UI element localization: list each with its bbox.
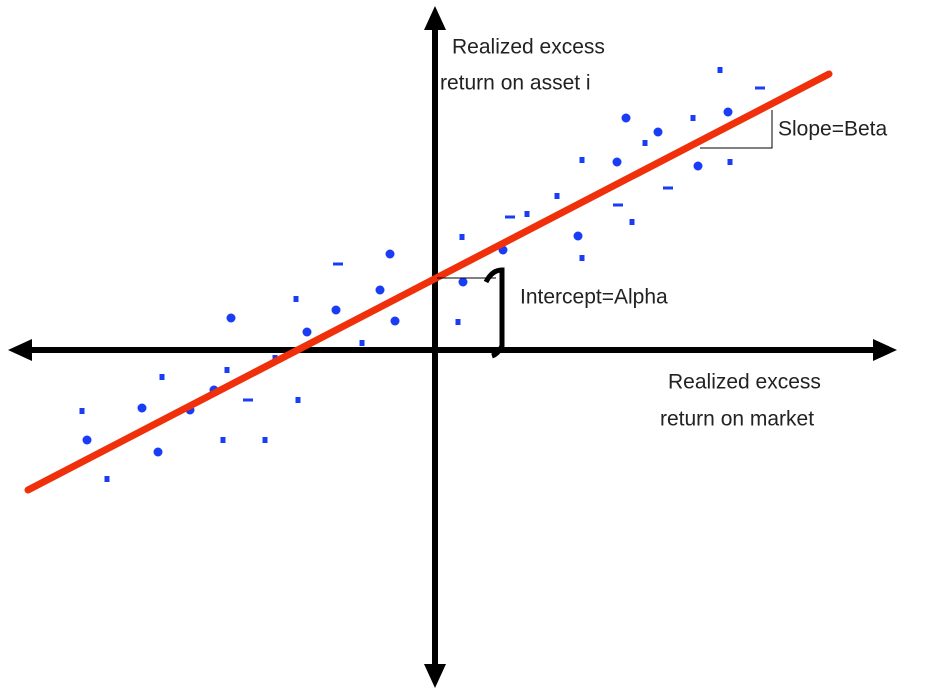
scatter-point xyxy=(455,319,461,325)
scatter-point xyxy=(331,305,341,315)
slope-label: Slope=Beta xyxy=(778,118,887,141)
scatter-point xyxy=(458,277,468,287)
scatter-points xyxy=(79,67,765,482)
scatter-point xyxy=(573,231,583,241)
scatter-point xyxy=(375,285,385,295)
scatter-point xyxy=(621,113,631,123)
scatter-point xyxy=(723,107,733,117)
scatter-point xyxy=(385,249,395,259)
scatter-point xyxy=(224,367,230,373)
scatter-point xyxy=(220,437,226,443)
scatter-point xyxy=(642,140,648,146)
slope-bracket xyxy=(700,110,773,149)
intercept-bracket xyxy=(483,267,505,359)
scatter-point xyxy=(390,316,400,326)
scatter-point xyxy=(295,397,301,403)
y-axis-label: return on asset i xyxy=(440,72,591,95)
scatter-point xyxy=(153,447,163,457)
scatter-point xyxy=(579,157,585,163)
regression-line xyxy=(24,70,833,494)
scatter-point xyxy=(727,159,733,165)
scatter-point xyxy=(333,262,343,266)
scatter-point xyxy=(653,127,663,137)
scatter-point xyxy=(554,193,560,199)
scatter-point xyxy=(159,374,165,380)
x-axis-arrow-left xyxy=(8,339,32,361)
scatter-point xyxy=(505,215,515,219)
scatter-point xyxy=(663,186,673,190)
y-axis-arrow-bottom xyxy=(424,664,446,688)
scatter-point xyxy=(612,157,622,167)
scatter-point xyxy=(613,203,623,207)
y-axis-arrow-top xyxy=(424,6,446,30)
scatter-point xyxy=(690,115,696,121)
scatter-point xyxy=(226,313,236,323)
y-axis-label: Realized excess xyxy=(452,36,605,59)
scatter-point xyxy=(262,437,268,443)
scatter-point xyxy=(524,211,530,217)
scatter-point xyxy=(693,161,703,171)
scatter-point xyxy=(293,296,299,302)
x-axis-arrow-right xyxy=(873,339,897,361)
scatter-point xyxy=(459,234,465,240)
scatter-point xyxy=(137,403,147,413)
scatter-point xyxy=(79,408,85,414)
scatter-point xyxy=(359,340,365,346)
scatter-point xyxy=(579,255,585,261)
x-axis-label: return on market xyxy=(660,408,814,431)
x-axis-label: Realized excess xyxy=(668,371,821,394)
scatter-point xyxy=(104,476,110,482)
scatter-point xyxy=(243,398,253,402)
scatter-point xyxy=(629,219,635,225)
scatter-point xyxy=(717,67,723,73)
scatter-point xyxy=(302,327,312,337)
scatter-point xyxy=(755,86,765,90)
scatter-point xyxy=(82,435,92,445)
intercept-label: Intercept=Alpha xyxy=(520,286,668,309)
